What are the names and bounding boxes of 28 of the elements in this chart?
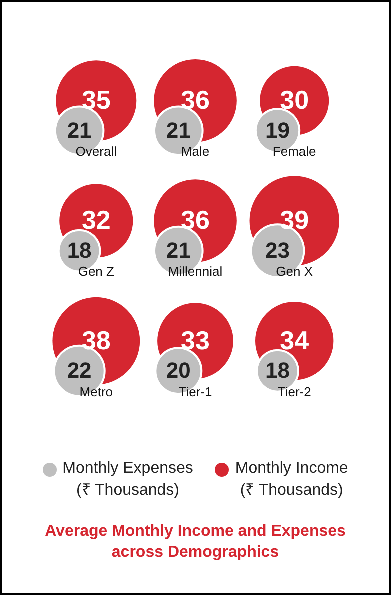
data-label: 34 xyxy=(280,325,310,356)
legend-label: Monthly Expenses (₹ Thousands) xyxy=(62,460,194,500)
text: Average Monthly Income and Expenses across Demographics xyxy=(44,522,347,563)
category-label: Gen X xyxy=(276,264,314,280)
data-label: 32 xyxy=(82,205,111,236)
category-label: Tier-1 xyxy=(178,384,212,400)
category-label: Gen Z xyxy=(78,264,115,280)
data-label: 18 xyxy=(67,238,92,264)
data-label: 21 xyxy=(67,118,92,143)
legend-label: Monthly Income (₹ Thousands) xyxy=(235,460,348,500)
category-label: Male xyxy=(181,144,210,160)
data-label: 20 xyxy=(166,358,191,384)
data-label: 18 xyxy=(266,358,290,384)
category-label: Overall xyxy=(76,144,118,160)
data-label: 22 xyxy=(67,358,92,384)
category-label: Tier-2 xyxy=(278,384,312,400)
category-label: Metro xyxy=(80,384,114,400)
data-label: 23 xyxy=(266,238,290,264)
data-label: 21 xyxy=(166,238,191,264)
data-label: 21 xyxy=(166,118,191,143)
data-label: 36 xyxy=(181,205,210,236)
data-label: 30 xyxy=(280,85,310,116)
category-label: Millennial xyxy=(168,264,223,280)
data-label: 19 xyxy=(266,118,290,143)
data-label: 33 xyxy=(181,325,210,356)
data-label: 35 xyxy=(82,85,111,116)
category-label: Female xyxy=(272,144,316,160)
data-label: 36 xyxy=(181,85,210,116)
